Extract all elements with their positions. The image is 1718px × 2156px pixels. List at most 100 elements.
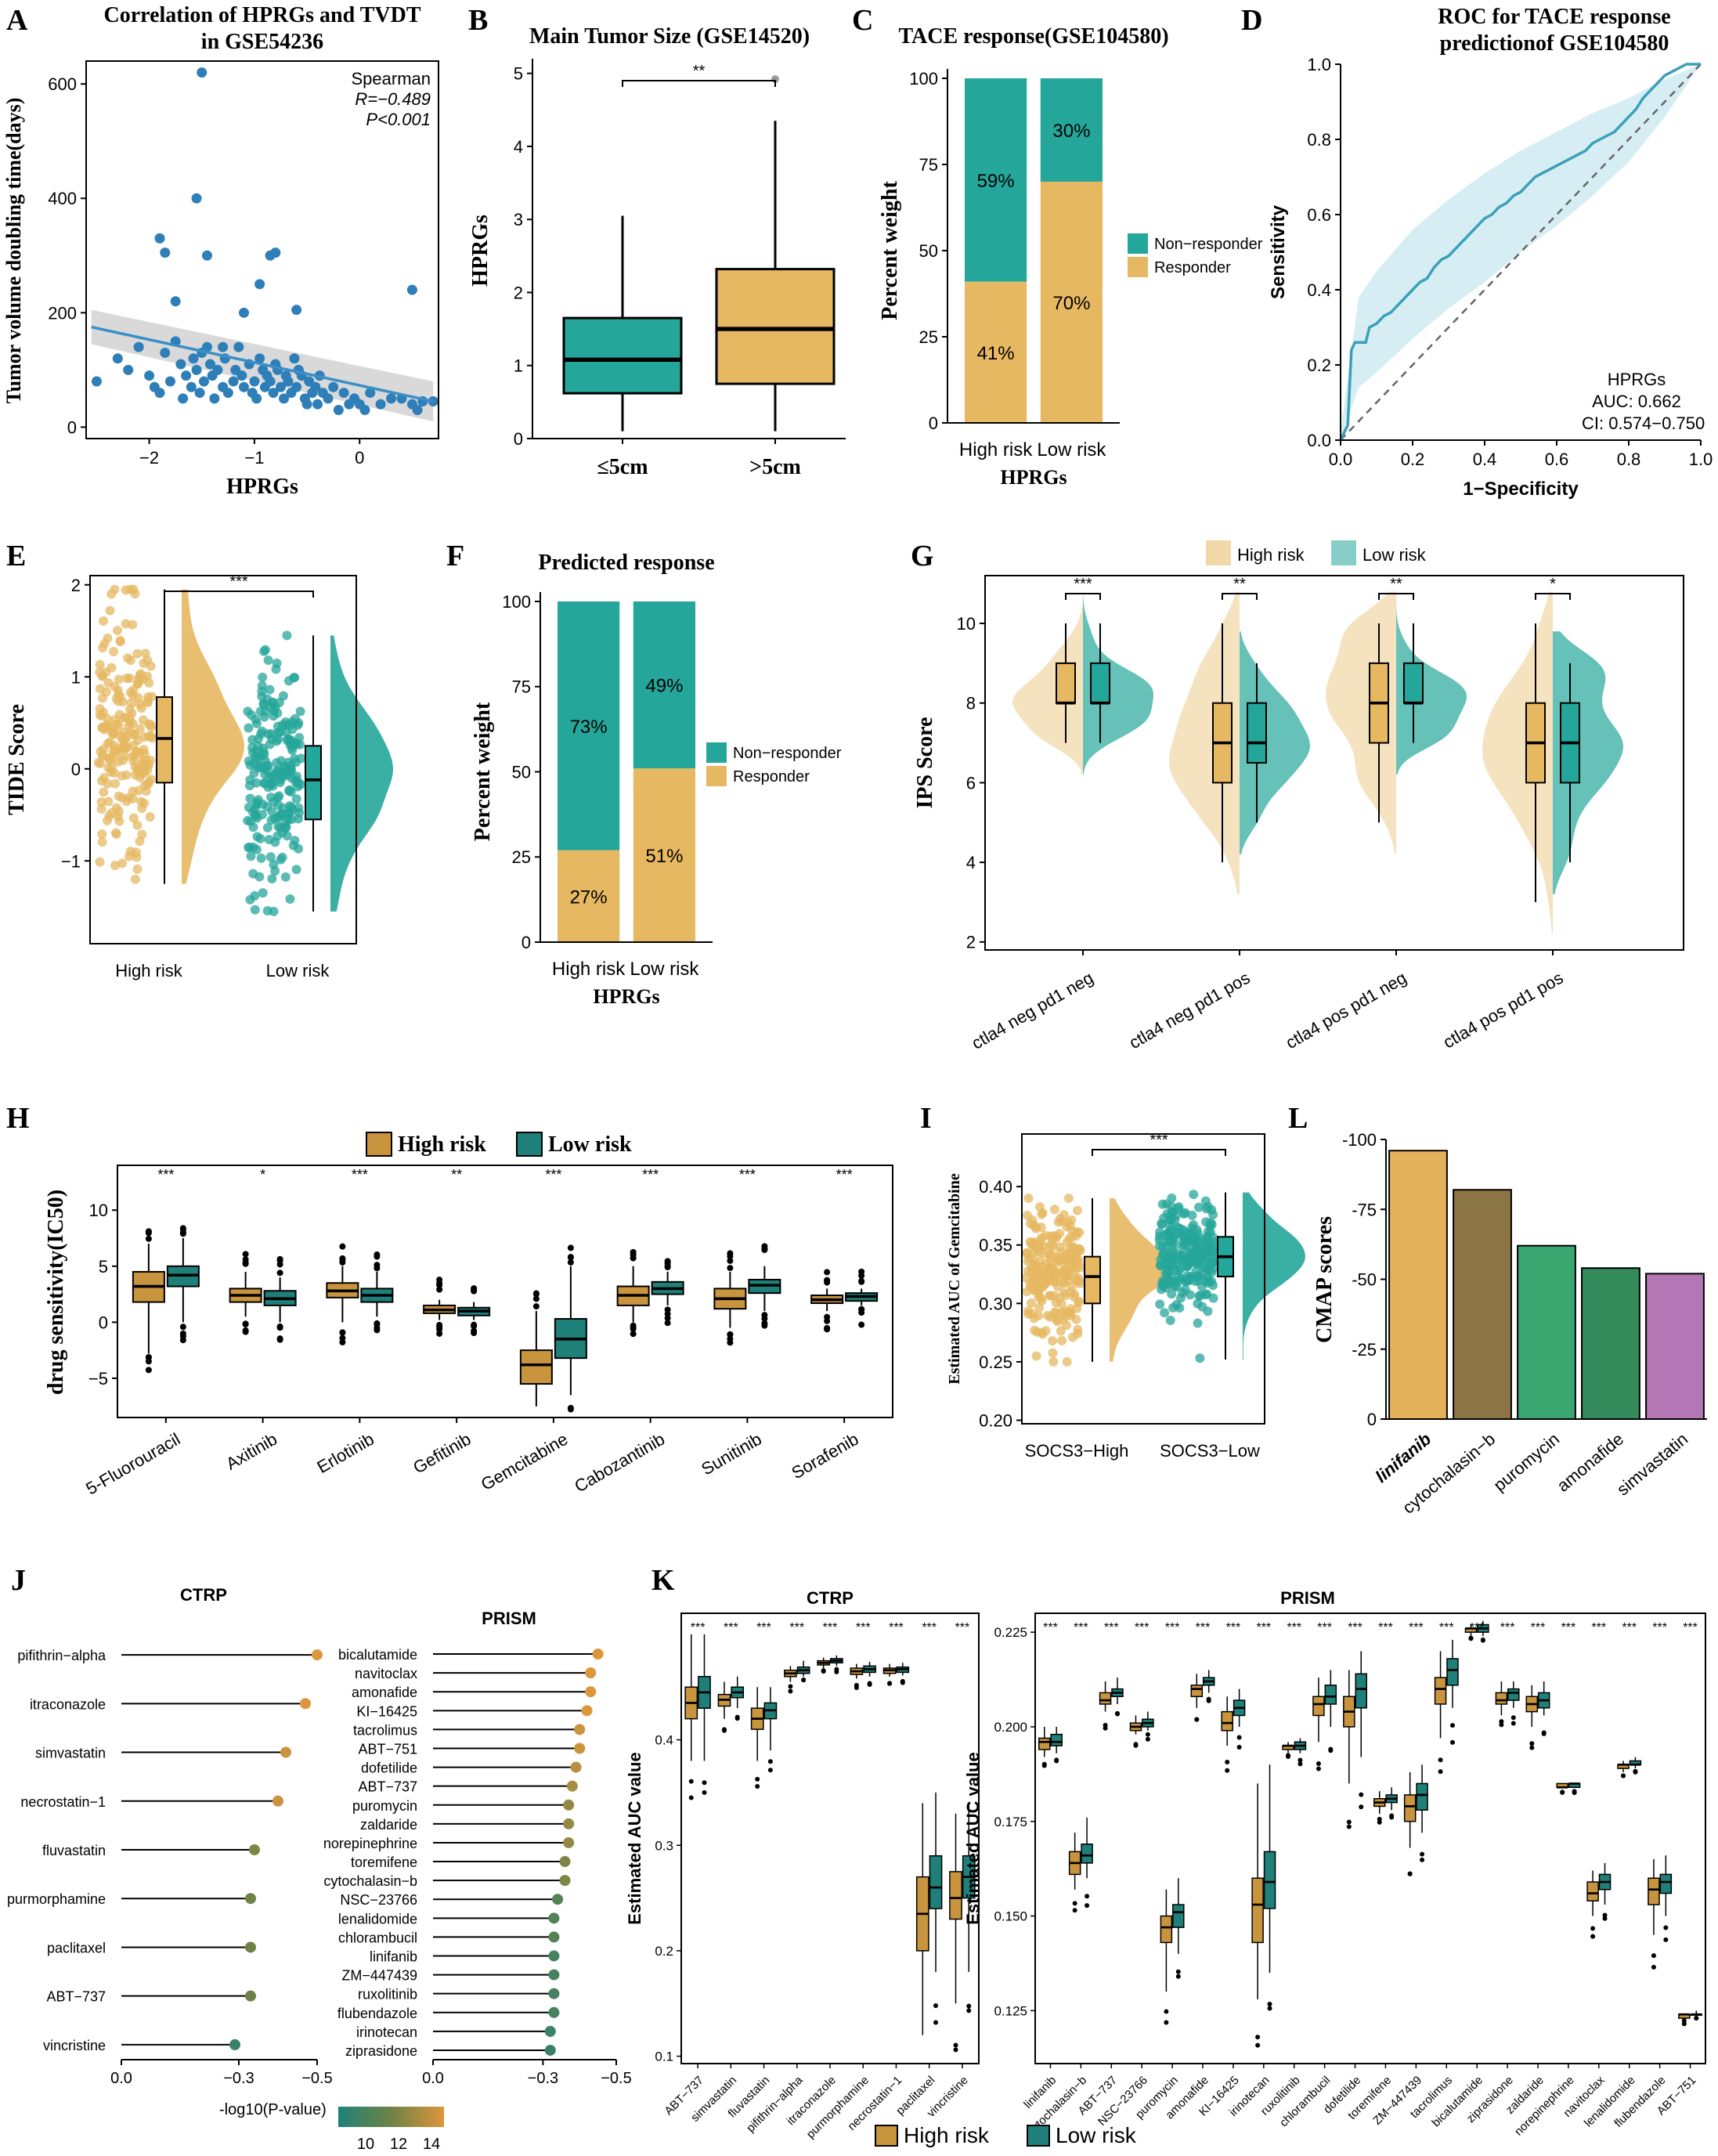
bar-label: 49% [645, 676, 683, 697]
x-tick-label: Low risk [266, 961, 330, 980]
chart-k: CTRP***ABT−737***simvastatin***fluvastat… [625, 1588, 1706, 2147]
outlier-point [436, 1286, 443, 1293]
lollipop-label: toremifene [351, 1854, 417, 1870]
outlier-point [1225, 1759, 1230, 1764]
jitter-point [99, 616, 109, 626]
legend-label: High risk [398, 1132, 486, 1157]
outlier-point [339, 1256, 346, 1263]
jitter-point [1208, 1241, 1218, 1251]
jitter-point [96, 776, 106, 786]
outlier-point [858, 1321, 865, 1328]
x-tick-label: 0 [355, 448, 364, 468]
outlier-point [567, 1254, 574, 1261]
bar-responder [558, 850, 620, 942]
bar [1517, 1244, 1576, 1421]
panel-label-l: L [1288, 1102, 1308, 1135]
jitter-point [114, 791, 124, 801]
x-tick-label: 5-Fluorouracil [82, 1429, 183, 1499]
sig-label: *** [1104, 1621, 1119, 1634]
box-body [1495, 1692, 1508, 1705]
outlier-point [858, 1277, 865, 1284]
y-tick-label: 6 [966, 773, 976, 793]
outlier-point [1510, 1721, 1516, 1726]
lollipop-label: cytochalasin−b [323, 1873, 417, 1889]
outlier-point [1164, 2009, 1169, 2014]
jitter-point [133, 735, 143, 746]
jitter-point [285, 800, 295, 811]
jitter-point [1063, 1276, 1073, 1286]
jitter-point [257, 810, 267, 820]
jitter-point [1167, 1257, 1177, 1267]
sig-label: *** [1378, 1621, 1393, 1634]
sig-label: *** [1196, 1621, 1211, 1634]
scatter-point [178, 393, 189, 404]
sig-label: * [260, 1167, 265, 1183]
outlier-point [824, 1326, 831, 1333]
jitter-point [1155, 1299, 1165, 1309]
y-tick-label: 200 [48, 303, 77, 323]
jitter-point [291, 771, 301, 782]
jitter-point [1048, 1241, 1058, 1251]
scatter-point [209, 393, 220, 404]
sig-label: *** [1652, 1621, 1667, 1634]
outlier-point [834, 1669, 839, 1674]
jitter-point [1049, 1204, 1059, 1215]
y-tick-label: 0.125 [994, 2003, 1027, 2018]
sig-label: *** [756, 1621, 771, 1634]
lollipop-label: pifithrin−alpha [17, 1648, 106, 1663]
sig-label: *** [352, 1167, 368, 1183]
outlier-point [767, 1759, 773, 1764]
jitter-point [270, 866, 280, 876]
lollipop-label: bicalutamide [338, 1647, 417, 1663]
chart-e-sig-bracket [164, 590, 314, 598]
jitter-point [146, 720, 156, 730]
outlier-point [532, 1291, 540, 1298]
jitter-point [1072, 1205, 1082, 1215]
outlier-point [1602, 1916, 1608, 1921]
x-tick-label: 0.0 [1329, 450, 1353, 469]
box-body [1038, 1737, 1051, 1750]
chart-b-sig-bracket [622, 80, 776, 87]
y-tick-label: 0.150 [994, 1909, 1027, 1924]
jitter-point [1062, 1356, 1072, 1367]
jitter-point [103, 796, 114, 807]
outlier-point [436, 1277, 443, 1284]
jitter-point [251, 810, 261, 820]
outlier-point [953, 2042, 958, 2048]
jitter-point [1027, 1239, 1037, 1249]
jitter-point [1180, 1284, 1190, 1295]
x-tick-label: >5cm [749, 455, 801, 479]
jitter-point [1208, 1293, 1218, 1303]
box-body [1247, 702, 1267, 764]
jitter-point [266, 815, 276, 825]
outlier-point [664, 1306, 671, 1313]
bar-nonresponder [633, 601, 695, 769]
outlier-point [1316, 1766, 1321, 1771]
jitter-point [264, 835, 274, 845]
panel-label-d: D [1241, 4, 1262, 37]
jitter-point [1178, 1244, 1189, 1254]
scatter-point [133, 341, 144, 352]
jitter-point [130, 589, 140, 599]
jitter-point [1073, 1328, 1083, 1338]
outlier-point [532, 1303, 540, 1310]
chart-i-sig-bracket [1092, 1149, 1226, 1156]
x-tick-label: −1 [244, 448, 264, 468]
y-tick-label: 2 [514, 283, 523, 302]
scatter-point [283, 376, 294, 387]
jitter-point [140, 648, 150, 659]
jitter-point [1165, 1315, 1175, 1325]
scatter-point [91, 376, 102, 387]
outlier-point [1377, 1819, 1382, 1825]
panel-label-e: E [6, 540, 26, 572]
outlier-point [933, 2020, 939, 2025]
chart-title: TACE response(GSE104580) [898, 24, 1168, 49]
y-tick-label: 0.6 [1307, 205, 1331, 225]
jitter-point [1173, 1228, 1183, 1238]
jitter-point [146, 661, 156, 671]
box-body [1324, 1685, 1337, 1705]
jitter-point [1034, 1302, 1044, 1313]
jitter-point [1035, 1202, 1045, 1212]
jitter-point [143, 698, 153, 708]
x-tick-label: High risk [115, 961, 183, 980]
